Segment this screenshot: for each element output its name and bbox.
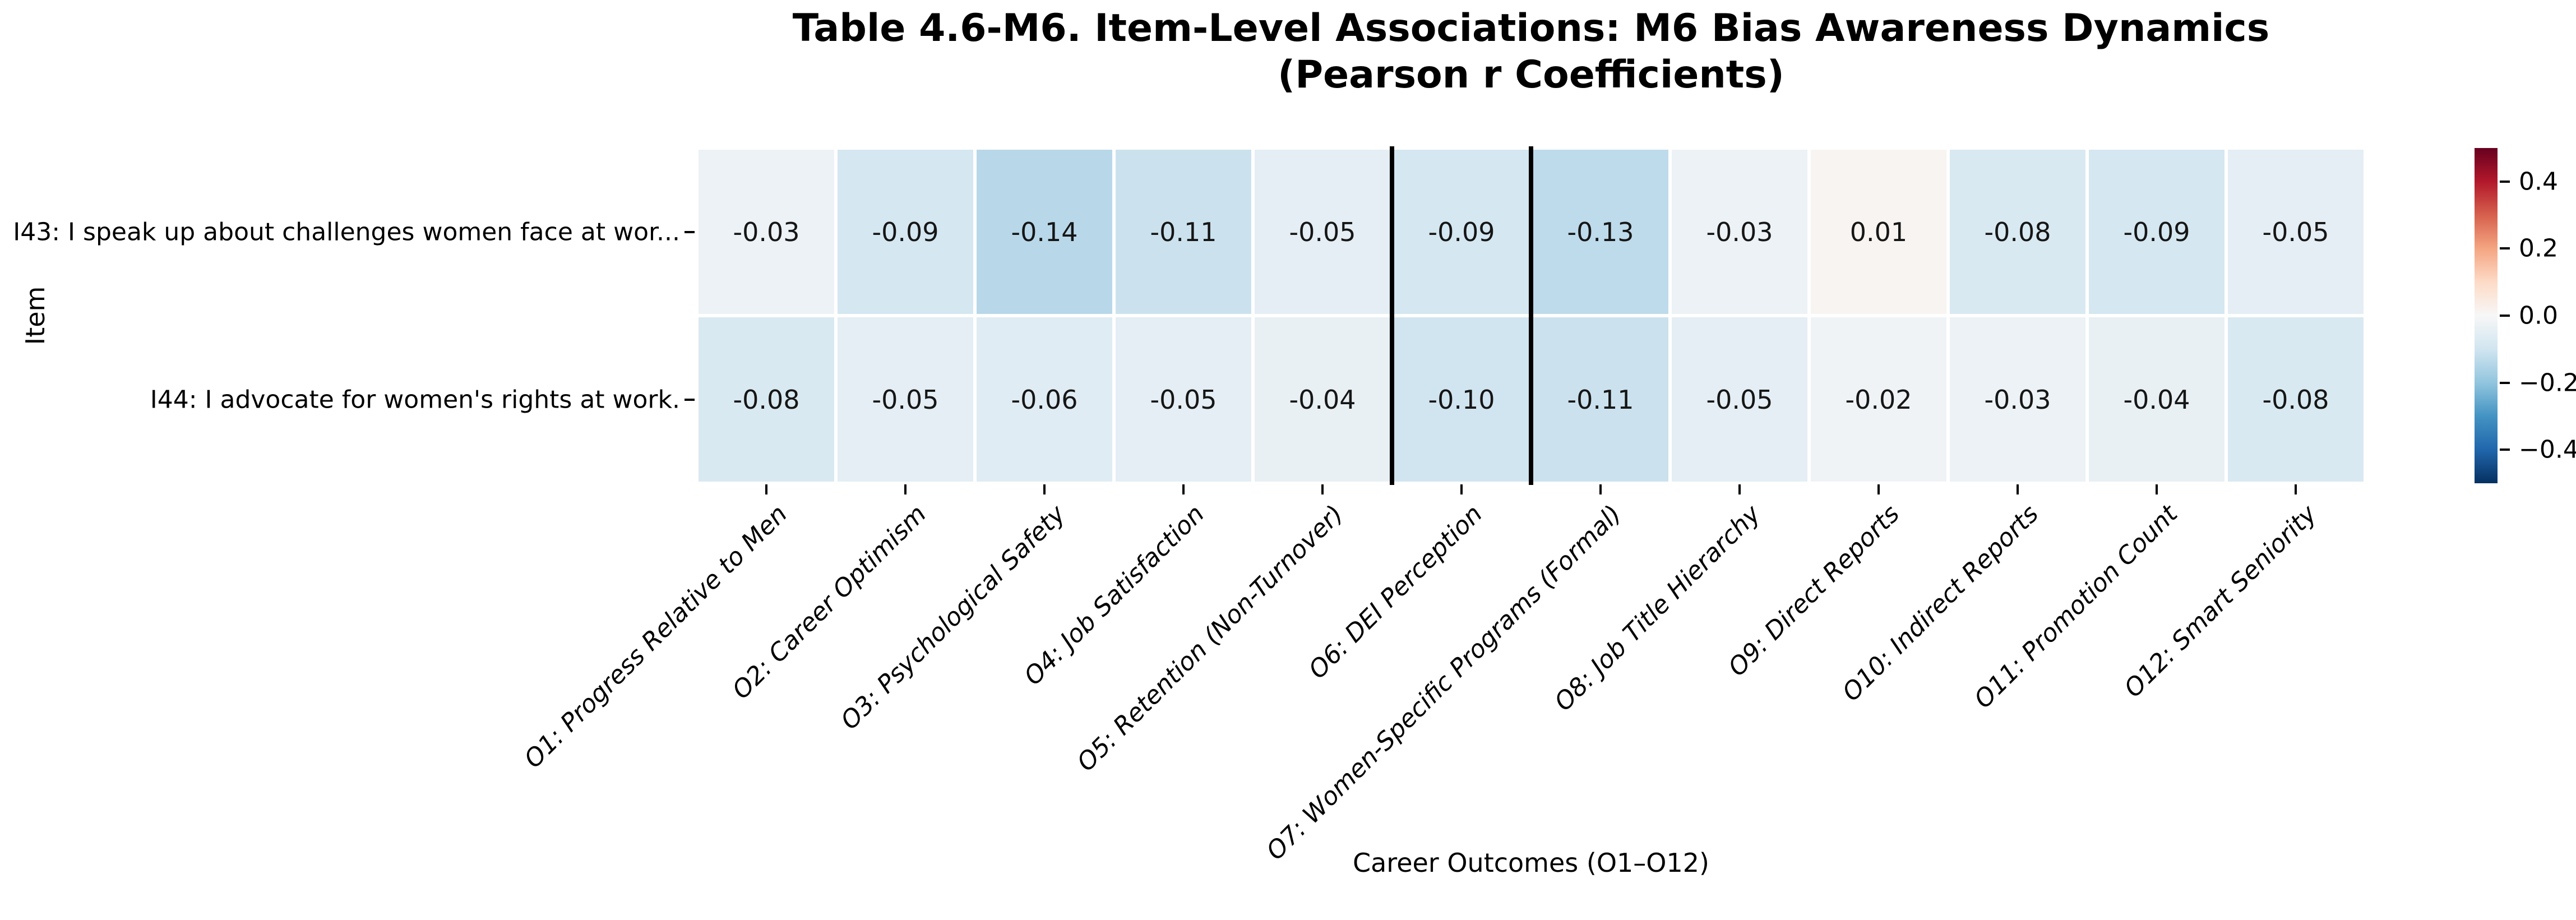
heatmap-cell: -0.06: [977, 317, 1112, 482]
colorbar-tick: [2500, 247, 2510, 250]
x-axis-tick: [2295, 484, 2297, 494]
heatmap-cell: -0.05: [1255, 150, 1390, 314]
colorbar-tick: [2500, 180, 2510, 183]
x-axis-tick: [1043, 484, 1046, 494]
heatmap-cell: -0.08: [699, 317, 834, 482]
x-axis-tick: [1182, 484, 1185, 494]
heatmap-cell: -0.11: [1533, 317, 1668, 482]
chart-title-line1: Table 4.6-M6. Item-Level Associations: M…: [792, 6, 2270, 50]
highlight-line-left: [1390, 146, 1394, 485]
chart-title: Table 4.6-M6. Item-Level Associations: M…: [697, 6, 2365, 99]
colorbar-tick-label: 0.4: [2519, 167, 2558, 196]
heatmap-cell: -0.03: [1672, 150, 1807, 314]
heatmap-cell: -0.05: [838, 317, 973, 482]
heatmap-cell: -0.05: [1116, 317, 1251, 482]
x-axis-label: Career Outcomes (O1–O12): [1353, 848, 1709, 878]
x-axis-tick: [2156, 484, 2158, 494]
colorbar-tick-label: −0.4: [2519, 435, 2576, 464]
y-axis-tick: [685, 398, 695, 401]
x-axis-tick: [1599, 484, 1602, 494]
y-axis-label: Item: [20, 286, 50, 345]
row-label: I43: I speak up about challenges women f…: [13, 218, 680, 246]
colorbar-tick-label: 0.2: [2519, 234, 2558, 263]
colorbar-tick: [2500, 315, 2510, 317]
row-label: I44: I advocate for women's rights at wo…: [150, 385, 680, 414]
heatmap-cell: -0.04: [2089, 317, 2224, 482]
heatmap-cell: -0.04: [1255, 317, 1390, 482]
x-axis-tick: [765, 484, 767, 494]
heatmap-cell: -0.02: [1811, 317, 1946, 482]
heatmap-cell: -0.11: [1116, 150, 1251, 314]
colorbar-tick-label: −0.2: [2519, 368, 2576, 397]
heatmap-cell: -0.05: [2228, 150, 2364, 314]
x-axis-tick: [1877, 484, 1880, 494]
chart-title-line2: (Pearson r Coefficients): [1278, 52, 1784, 97]
heatmap-cell: -0.14: [977, 150, 1112, 314]
heatmap-cell: -0.03: [699, 150, 834, 314]
heatmap-cell: -0.10: [1394, 317, 1529, 482]
x-axis-tick: [1460, 484, 1463, 494]
heatmap-cell: 0.01: [1811, 150, 1946, 314]
heatmap-cell: -0.13: [1533, 150, 1668, 314]
x-axis-tick: [904, 484, 907, 494]
heatmap-cell: -0.09: [1394, 150, 1529, 314]
heatmap-cell: -0.09: [838, 150, 973, 314]
colorbar: [2475, 148, 2498, 483]
heatmap-cell: -0.05: [1672, 317, 1807, 482]
x-axis-tick: [1738, 484, 1741, 494]
heatmap-cell: -0.08: [1950, 150, 2085, 314]
colorbar-tick-label: 0.0: [2519, 301, 2558, 330]
heatmap-cell: -0.09: [2089, 150, 2224, 314]
heatmap-cell: -0.03: [1950, 317, 2085, 482]
x-axis-tick: [1321, 484, 1324, 494]
highlight-line-right: [1529, 146, 1533, 485]
colorbar-tick: [2500, 449, 2510, 451]
x-axis-tick: [2017, 484, 2019, 494]
y-axis-tick: [685, 230, 695, 233]
colorbar-tick: [2500, 381, 2510, 384]
heatmap-cell: -0.08: [2228, 317, 2364, 482]
